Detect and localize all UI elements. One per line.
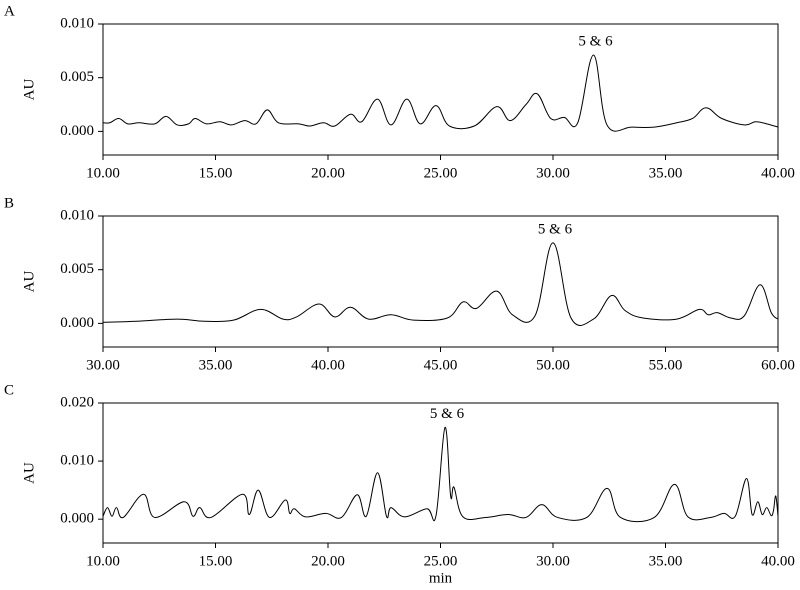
peak-annotation: 5 & 6	[430, 406, 465, 422]
chromatogram-line	[102, 54, 779, 132]
chromatogram-line	[102, 426, 779, 523]
y-axis-label: AU	[21, 462, 37, 484]
panel-label: C	[4, 382, 14, 398]
y-tick-label: 0.010	[60, 15, 94, 31]
x-tick-label: 55.00	[649, 357, 683, 373]
x-tick-label: 40.00	[311, 357, 345, 373]
x-tick-label: 15.00	[199, 165, 233, 181]
x-tick-label: 40.00	[761, 553, 795, 569]
y-axis-label: AU	[21, 271, 37, 293]
peak-annotation: 5 & 6	[578, 34, 613, 50]
x-tick-label: 20.00	[311, 553, 345, 569]
y-tick-label: 0.005	[60, 261, 94, 277]
x-tick-label: 60.00	[761, 357, 795, 373]
x-tick-label: 20.00	[311, 165, 345, 181]
plot-frame	[102, 23, 779, 156]
y-axis-label: AU	[21, 79, 37, 101]
x-tick-label: 35.00	[649, 553, 683, 569]
x-tick-label: 10.00	[86, 165, 120, 181]
x-axis-label: min	[429, 570, 453, 586]
chromatogram-line	[102, 242, 779, 326]
x-tick-label: 30.00	[86, 357, 120, 373]
y-tick-label: 0.000	[60, 315, 94, 331]
x-tick-label: 35.00	[649, 165, 683, 181]
y-tick-label: 0.020	[60, 394, 94, 410]
x-tick-label: 25.00	[424, 165, 458, 181]
x-tick-label: 10.00	[86, 553, 120, 569]
y-tick-label: 0.005	[60, 69, 94, 85]
x-tick-label: 30.00	[536, 165, 570, 181]
panel-label: A	[4, 3, 15, 19]
y-tick-label: 0.010	[60, 453, 94, 469]
x-tick-label: 30.00	[536, 553, 570, 569]
y-tick-label: 0.010	[60, 207, 94, 223]
x-tick-label: 35.00	[199, 357, 233, 373]
y-tick-label: 0.000	[60, 123, 94, 139]
x-tick-label: 25.00	[424, 553, 458, 569]
x-tick-label: 50.00	[536, 357, 570, 373]
x-tick-label: 45.00	[424, 357, 458, 373]
panel-label: B	[4, 195, 14, 211]
plot-frame	[102, 215, 779, 348]
x-tick-label: 15.00	[199, 553, 233, 569]
peak-annotation: 5 & 6	[538, 221, 573, 237]
y-tick-label: 0.000	[60, 511, 94, 527]
x-tick-label: 40.00	[761, 165, 795, 181]
